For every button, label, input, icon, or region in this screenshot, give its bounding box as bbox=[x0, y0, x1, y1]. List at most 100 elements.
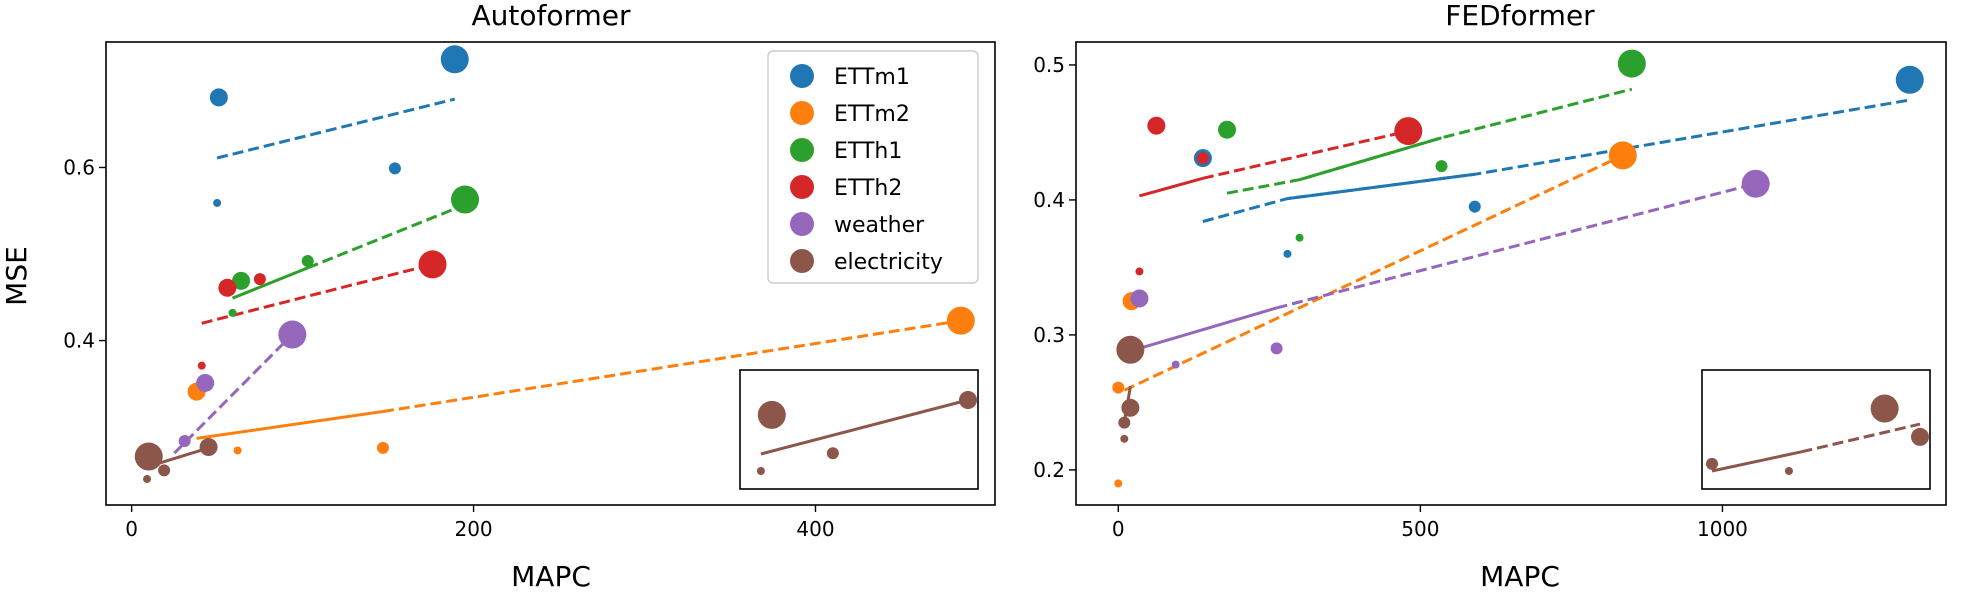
data-point-ETTh2 bbox=[1147, 116, 1166, 135]
fit-line-solid-ETTh2 bbox=[1138, 176, 1204, 198]
data-point-ETTm2 bbox=[1114, 479, 1123, 488]
plot-frame bbox=[1075, 41, 1947, 506]
fit-line-dashed-ETTh1 bbox=[307, 203, 466, 270]
fit-line-solid-ETTh1 bbox=[1299, 136, 1442, 182]
fit-line-dashed-ETTm2 bbox=[382, 319, 962, 413]
fit-line-dashed-ETTh2 bbox=[1202, 129, 1409, 180]
inset-fit-line-solid bbox=[1711, 450, 1802, 473]
y-tick-label: 0.3 bbox=[1033, 323, 1065, 347]
legend-marker-ETTh1 bbox=[790, 138, 814, 162]
y-tick-label: 0.4 bbox=[63, 329, 95, 353]
data-point-weather bbox=[1741, 169, 1770, 198]
axis-ticks: 0 500 1000 0.2 0.3 0.4 0.5 bbox=[1033, 53, 1748, 541]
data-point-ETTm2 bbox=[1112, 381, 1125, 394]
data-point-ETTh1 bbox=[301, 254, 314, 267]
data-point-ETTh1 bbox=[451, 185, 480, 214]
legend-label-weather: weather bbox=[834, 213, 925, 238]
inset-fit-line-dashed bbox=[1801, 422, 1921, 454]
legend-label-electricity: electricity bbox=[834, 250, 943, 275]
data-point-weather bbox=[1171, 360, 1180, 369]
fit-line-solid-weather bbox=[1138, 306, 1278, 350]
axis-ticks: 0 200 400 0.4 0.6 bbox=[63, 155, 834, 541]
data-point-ETTm2 bbox=[376, 441, 389, 454]
data-point-ETTh2 bbox=[1394, 117, 1423, 146]
data-point-ETTh1 bbox=[1435, 160, 1448, 173]
data-point-ETTh1 bbox=[1295, 233, 1304, 242]
data-point-ETTm2 bbox=[946, 306, 975, 335]
data-point-weather bbox=[196, 373, 215, 392]
legend-label-ETTh1: ETTh1 bbox=[834, 139, 902, 164]
y-tick-label: 0.4 bbox=[1033, 188, 1065, 212]
inset-frame bbox=[1701, 369, 1931, 490]
data-point-ETTh2 bbox=[253, 273, 266, 286]
x-axis-label: MAPC bbox=[511, 560, 591, 593]
data-point-electricity bbox=[199, 438, 218, 457]
data-point-electricity bbox=[1120, 434, 1129, 443]
data-point-weather bbox=[1270, 342, 1283, 355]
data-point-ETTm1 bbox=[440, 45, 469, 74]
y-axis-label: MSE bbox=[0, 246, 33, 306]
fit-line-dashed-ETTh2 bbox=[201, 262, 433, 325]
legend-marker-ETTm1 bbox=[790, 64, 814, 88]
x-tick-label: 0 bbox=[1112, 517, 1125, 541]
data-point-ETTh1 bbox=[232, 271, 251, 290]
data-point-ETTm1 bbox=[1468, 200, 1481, 213]
fit-line-solid-ETTm2 bbox=[196, 410, 384, 440]
data-point-ETTh2 bbox=[197, 361, 206, 370]
data-point-ETTh1 bbox=[1617, 49, 1646, 78]
panel-title: Autoformer bbox=[471, 0, 631, 32]
legend: ETTm1 ETTm2 ETTh1 ETTh2 weather electricity bbox=[767, 50, 979, 284]
inset-data-point bbox=[1706, 457, 1718, 470]
legend-marker-weather bbox=[790, 212, 814, 236]
data-point-ETTh2 bbox=[1135, 267, 1144, 276]
y-tick-label: 0.6 bbox=[63, 155, 95, 179]
data-point-electricity bbox=[143, 475, 152, 484]
y-tick-label: 0.5 bbox=[1033, 53, 1065, 77]
panel-title: FEDformer bbox=[1445, 0, 1595, 32]
data-point-weather bbox=[278, 320, 307, 349]
fedformer-panel: FEDformer MAPC 0 500 1000 0.2 0.3 0.4 0.5 bbox=[1033, 0, 1947, 593]
data-point-ETTm1 bbox=[1895, 65, 1924, 94]
fit-line-dashed-weather bbox=[173, 333, 294, 455]
x-tick-label: 400 bbox=[796, 517, 834, 541]
legend-label-ETTm1: ETTm1 bbox=[834, 65, 910, 90]
fit-line-solid-ETTh1 bbox=[231, 266, 309, 300]
inset-plot bbox=[1701, 369, 1931, 490]
data-point-ETTh2 bbox=[218, 278, 237, 297]
plot-area bbox=[134, 45, 975, 484]
fit-line-dashed-weather bbox=[1276, 182, 1757, 310]
inset-data-point bbox=[1784, 467, 1793, 475]
plot-area bbox=[1112, 49, 1924, 488]
fit-line-dashed-ETTm1 bbox=[1202, 98, 1911, 223]
data-point-ETTm1 bbox=[388, 162, 401, 175]
inset-fit-line bbox=[760, 398, 969, 456]
data-point-weather bbox=[178, 434, 191, 447]
data-point-ETTm1 bbox=[209, 88, 228, 107]
data-point-ETTh2 bbox=[418, 250, 447, 279]
x-tick-label: 200 bbox=[454, 517, 492, 541]
legend-marker-ETTm2 bbox=[790, 101, 814, 125]
data-point-electricity bbox=[134, 442, 163, 471]
data-point-weather bbox=[1130, 289, 1149, 308]
legend-marker-electricity bbox=[790, 249, 814, 273]
data-point-ETTm1 bbox=[1283, 249, 1292, 258]
data-point-ETTh1 bbox=[228, 308, 237, 317]
fit-line-dashed-ETTm2 bbox=[1123, 154, 1624, 392]
inset-plot bbox=[739, 369, 979, 490]
data-point-ETTm2 bbox=[1608, 141, 1637, 170]
data-point-ETTh2 bbox=[1196, 152, 1209, 165]
data-point-electricity bbox=[1121, 398, 1140, 417]
inset-data-point bbox=[1870, 394, 1899, 423]
legend-label-ETTm2: ETTm2 bbox=[834, 102, 910, 127]
x-tick-label: 1000 bbox=[1697, 517, 1748, 541]
fit-line-solid-ETTm1 bbox=[1287, 172, 1475, 201]
legend-label-ETTh2: ETTh2 bbox=[834, 176, 902, 201]
data-point-ETTm2 bbox=[233, 446, 242, 455]
inset-data-point bbox=[1911, 427, 1929, 446]
data-point-ETTh1 bbox=[1218, 120, 1237, 139]
x-tick-label: 500 bbox=[1401, 517, 1439, 541]
data-point-electricity bbox=[1118, 416, 1131, 429]
x-tick-label: 0 bbox=[125, 517, 138, 541]
